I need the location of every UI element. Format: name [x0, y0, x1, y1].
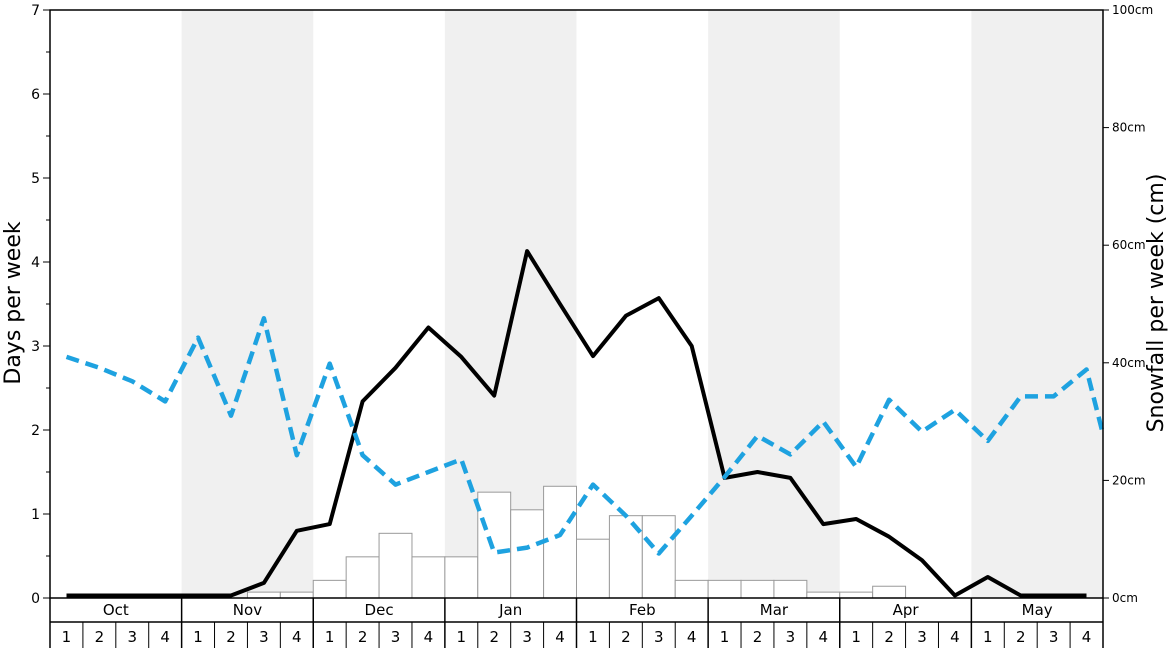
month-label: Jan	[498, 601, 522, 619]
month-label: May	[1022, 601, 1053, 619]
snowfall-bar	[411, 556, 446, 599]
left-tick-label: 5	[31, 171, 40, 187]
month-label: Dec	[365, 601, 394, 619]
snowfall-bar	[641, 515, 676, 599]
week-label: 1	[588, 628, 598, 646]
left-tick-label: 2	[31, 423, 40, 439]
snowfall-bar	[246, 591, 281, 599]
week-label: 4	[424, 628, 434, 646]
week-label: 1	[193, 628, 203, 646]
right-tick-label: 80cm	[1112, 121, 1146, 135]
y-axis-label-left: Days per week	[1, 221, 26, 384]
left-tick-label: 1	[31, 507, 40, 523]
week-label: 3	[917, 628, 927, 646]
week-label: 2	[226, 628, 236, 646]
week-label: 3	[522, 628, 532, 646]
week-label: 1	[62, 628, 72, 646]
week-label: 2	[621, 628, 631, 646]
snowfall-bar	[773, 579, 808, 599]
snowfall-bar	[839, 591, 874, 599]
series-lines	[65, 249, 1106, 598]
left-tick-label: 4	[31, 255, 40, 271]
right-tick-label: 100cm	[1112, 3, 1153, 17]
week-label: 3	[786, 628, 796, 646]
week-label: 4	[950, 628, 960, 646]
snowfall-bar	[345, 556, 380, 599]
month-shading	[181, 10, 1103, 598]
month-label: Oct	[103, 601, 129, 619]
snowfall-bar	[444, 556, 479, 599]
month-shade-mar	[708, 10, 840, 598]
week-label: 4	[1082, 628, 1092, 646]
right-tick-label: 20cm	[1112, 473, 1146, 487]
week-label: 1	[720, 628, 730, 646]
series-line-solid	[66, 249, 1087, 598]
week-label: 1	[325, 628, 335, 646]
week-label: 1	[457, 628, 467, 646]
snowfall-bar	[543, 485, 577, 599]
week-label: 2	[95, 628, 105, 646]
week-label: 4	[160, 628, 170, 646]
snowfall-bar	[312, 579, 347, 599]
right-tick-label: 60cm	[1112, 238, 1146, 252]
right-tick-label: 40cm	[1112, 356, 1146, 370]
left-tick-label: 6	[31, 87, 40, 103]
snowfall-bar	[477, 491, 512, 599]
snowfall-bar	[378, 532, 413, 599]
snowfall-bar	[674, 579, 709, 599]
snowfall-bar	[740, 579, 775, 599]
month-shade-nov	[181, 10, 314, 598]
y-axis-label-right: Snowfall per week (cm)	[1144, 174, 1168, 433]
left-tick-label: 3	[31, 339, 40, 355]
week-label: 3	[1049, 628, 1059, 646]
month-label: Nov	[233, 601, 262, 619]
week-label: 4	[687, 628, 697, 646]
right-tick-label: 0cm	[1112, 591, 1138, 605]
week-label: 2	[884, 628, 894, 646]
week-label: 4	[292, 628, 302, 646]
week-label: 4	[555, 628, 565, 646]
series-line-dashed	[65, 316, 1106, 556]
snowfall-bar	[707, 579, 742, 599]
snowfall-bar	[279, 591, 314, 599]
week-label: 3	[654, 628, 664, 646]
week-label: 1	[983, 628, 993, 646]
snowfall-bar	[510, 509, 545, 599]
month-axis: Oct 1 2 3 4 Nov 1 2 3 4 Dec 1 2 3 4 Jan 1 2 3 4 Feb 1 2 3 4 Mar 1 2…	[49, 598, 1104, 648]
left-tick-label: 0	[31, 591, 40, 607]
month-label: Apr	[893, 601, 920, 619]
month-label: Mar	[760, 601, 789, 619]
week-label: 4	[819, 628, 829, 646]
week-label: 3	[391, 628, 401, 646]
snowfall-bar	[872, 585, 907, 599]
left-axis: 0 1 2 3 4 5 6 7	[31, 3, 50, 607]
week-label: 3	[127, 628, 137, 646]
week-label: 2	[489, 628, 499, 646]
month-shade-may	[971, 10, 1103, 598]
month-label: Feb	[629, 601, 656, 619]
snowfall-bars	[246, 485, 907, 599]
week-label: 3	[259, 628, 269, 646]
snowfall-bar	[806, 591, 841, 599]
week-label: 2	[1016, 628, 1026, 646]
right-axis: 0cm 20cm 40cm 60cm 80cm 100cm	[1103, 3, 1153, 605]
week-label: 2	[358, 628, 368, 646]
week-label: 1	[851, 628, 861, 646]
snowfall-bar	[576, 538, 610, 599]
week-label: 2	[753, 628, 763, 646]
left-tick-label: 7	[31, 3, 40, 19]
